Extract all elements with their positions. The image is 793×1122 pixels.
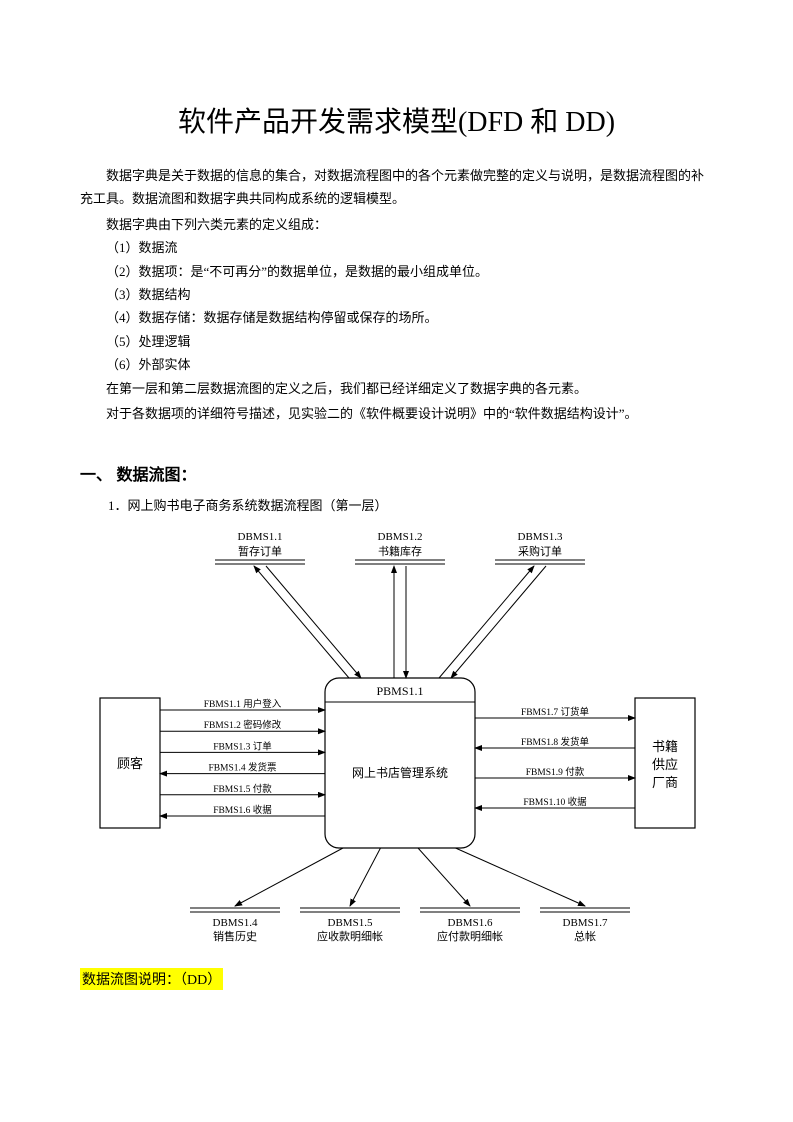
list-item-4: （4）数据存储：数据存储是数据结构停留或保存的场所。	[80, 306, 713, 329]
svg-text:总帐: 总帐	[574, 929, 596, 943]
list-item-1: （1）数据流	[80, 236, 713, 259]
svg-text:应付款明细帐: 应付款明细帐	[437, 929, 503, 943]
document-page: 软件产品开发需求模型(DFD 和 DD) 数据字典是关于数据的信息的集合，对数据…	[0, 0, 793, 1122]
svg-text:销售历史: 销售历史	[213, 929, 257, 943]
svg-text:FBMS1.5 付款: FBMS1.5 付款	[213, 783, 272, 795]
list-item-6: （6）外部实体	[80, 353, 713, 376]
highlight-label: 数据流图说明：（DD）	[80, 968, 223, 990]
svg-text:FBMS1.8 发货单: FBMS1.8 发货单	[521, 736, 590, 748]
svg-text:暂存订单: 暂存订单	[238, 544, 282, 558]
svg-text:书籍: 书籍	[652, 739, 678, 754]
svg-text:FBMS1.4 发货票: FBMS1.4 发货票	[208, 762, 277, 774]
svg-text:FBMS1.7 订货单: FBMS1.7 订货单	[521, 706, 590, 718]
svg-text:书籍库存: 书籍库存	[378, 544, 422, 558]
svg-text:应收款明细帐: 应收款明细帐	[317, 929, 383, 943]
svg-text:FBMS1.2 密码修改: FBMS1.2 密码修改	[204, 719, 282, 731]
list-item-5: （5）处理逻辑	[80, 330, 713, 353]
svg-text:FBMS1.1 用户登入: FBMS1.1 用户登入	[204, 698, 282, 710]
svg-text:DBMS1.3: DBMS1.3	[518, 531, 563, 543]
svg-text:FBMS1.10 收据: FBMS1.10 收据	[523, 796, 587, 808]
svg-text:厂商: 厂商	[652, 775, 678, 790]
svg-text:供应: 供应	[652, 757, 678, 772]
svg-text:DBMS1.6: DBMS1.6	[448, 917, 493, 929]
list-item-2: （2）数据项：是“不可再分”的数据单位，是数据的最小组成单位。	[80, 260, 713, 283]
svg-text:DBMS1.1: DBMS1.1	[238, 531, 283, 543]
svg-text:FBMS1.9 付款: FBMS1.9 付款	[526, 766, 585, 778]
svg-text:FBMS1.6 收据: FBMS1.6 收据	[213, 804, 272, 816]
list-item-3: （3）数据结构	[80, 283, 713, 306]
svg-text:DBMS1.5: DBMS1.5	[328, 917, 373, 929]
svg-text:PBMS1.1: PBMS1.1	[376, 684, 423, 698]
paragraph-after-1: 在第一层和第二层数据流图的定义之后，我们都已经详细定义了数据字典的各元素。	[80, 377, 713, 400]
section-heading-1: 一、 数据流图：	[80, 461, 713, 485]
svg-text:网上书店管理系统: 网上书店管理系统	[352, 765, 448, 780]
paragraph-after-2: 对于各数据项的详细符号描述，见实验二的《软件概要设计说明》中的“软件数据结构设计…	[80, 402, 713, 425]
intro-paragraph-1: 数据字典是关于数据的信息的集合，对数据流程图中的各个元素做完整的定义与说明，是数…	[80, 164, 713, 211]
svg-text:DBMS1.4: DBMS1.4	[213, 917, 258, 929]
svg-text:采购订单: 采购订单	[518, 544, 562, 558]
svg-text:FBMS1.3 订单: FBMS1.3 订单	[213, 741, 272, 753]
page-title: 软件产品开发需求模型(DFD 和 DD)	[80, 100, 713, 140]
list-head: 数据字典由下列六类元素的定义组成：	[80, 213, 713, 236]
svg-text:DBMS1.7: DBMS1.7	[563, 917, 608, 929]
svg-text:DBMS1.2: DBMS1.2	[378, 531, 423, 543]
dfd-diagram: DBMS1.1暂存订单 DBMS1.2书籍库存 DBMS1.3采购订单 DBMS1.4…	[80, 528, 713, 948]
svg-text:顾客: 顾客	[117, 756, 143, 771]
subsection-1: 1．网上购书电子商务系统数据流程图（第一层）	[108, 495, 713, 514]
